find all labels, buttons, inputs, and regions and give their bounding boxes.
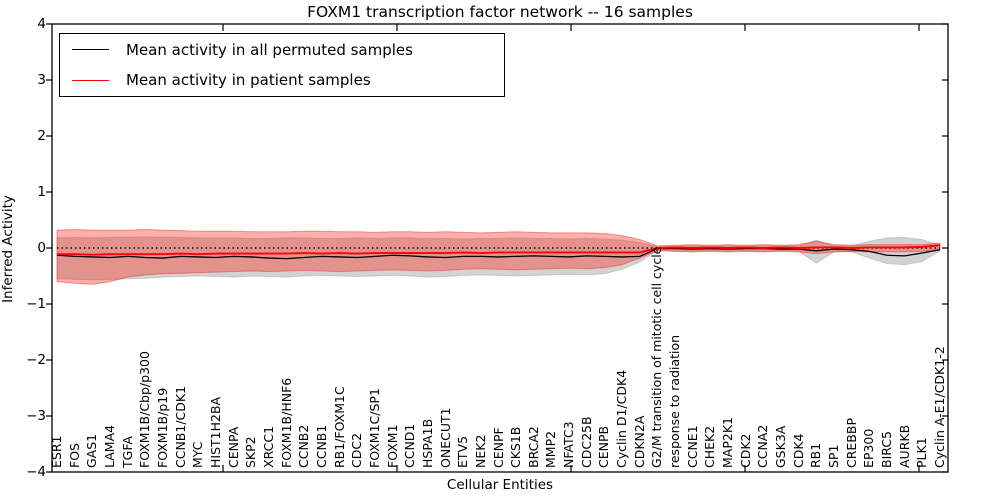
x-category-label: TGFA xyxy=(119,436,135,468)
x-category-label: CCNB1/CDK1 xyxy=(172,385,188,468)
x-category-label: CENPF xyxy=(490,427,506,468)
y-tick-label: −4 xyxy=(26,464,46,480)
x-category-label: MYC xyxy=(190,441,206,468)
x-category-label: CDK4 xyxy=(790,433,806,468)
x-category-label: CENPA xyxy=(225,426,241,468)
x-category-label: CHEK2 xyxy=(702,425,718,468)
x-category-label: FOS xyxy=(66,443,82,468)
x-category-label: ONECUT1 xyxy=(437,407,453,468)
x-category-label: FOXM1C/SP1 xyxy=(366,388,382,468)
x-category-label: BRCA2 xyxy=(525,426,541,468)
x-category-label: HIST1H2BA xyxy=(207,396,223,468)
x-category-label: CDC25B xyxy=(578,416,594,468)
legend-item-patient: Mean activity in patient samples xyxy=(60,66,504,95)
x-category-label: EP300 xyxy=(861,428,877,468)
x-category-label: CCNA2 xyxy=(755,424,771,468)
y-tick-label: 0 xyxy=(37,240,46,256)
legend-label-permuted: Mean activity in all permuted samples xyxy=(126,40,413,59)
x-category-label: NFATC3 xyxy=(561,421,577,468)
chart-title: FOXM1 transcription factor network -- 16… xyxy=(307,3,693,21)
x-category-label: CDC2 xyxy=(349,432,365,468)
legend-line-red xyxy=(72,79,109,81)
x-category-label: XRCC1 xyxy=(260,425,276,468)
x-category-label: CENPB xyxy=(596,425,612,468)
x-category-label: Cyclin A-E1/CDK1-2 xyxy=(932,346,947,468)
x-category-label: CCNB1 xyxy=(313,424,329,468)
x-category-label: PLK1 xyxy=(914,437,930,468)
x-category-label: NEK2 xyxy=(472,434,488,468)
x-category-label: RB1/FOXM1C xyxy=(331,386,347,468)
y-tick-label: −1 xyxy=(26,296,46,312)
x-category-label: FOXM1B/Cbp/p300 xyxy=(137,351,153,468)
x-category-label: SP1 xyxy=(826,444,842,468)
x-category-label: response to radiation xyxy=(667,334,683,468)
x-category-label: SKP2 xyxy=(243,436,259,468)
x-category-label: AURKB xyxy=(896,424,912,468)
x-category-label: CCND1 xyxy=(402,423,418,468)
permuted-mean-line xyxy=(56,247,941,260)
x-category-label: CCNB2 xyxy=(296,424,312,468)
legend: Mean activity in all permuted samples Me… xyxy=(59,33,505,97)
y-tick-label: 4 xyxy=(37,16,46,32)
x-category-label: CCNE1 xyxy=(684,425,700,468)
legend-line-black xyxy=(72,49,109,51)
x-category-label: HSPA1B xyxy=(419,418,435,468)
x-category-label: GAS1 xyxy=(84,433,100,468)
x-category-label: BIRC5 xyxy=(879,430,895,468)
x-category-label: GSK3A xyxy=(773,425,789,468)
x-category-label: MMP2 xyxy=(543,430,559,468)
x-category-label: CDKN2A xyxy=(631,415,647,468)
legend-label-patient: Mean activity in patient samples xyxy=(126,71,371,90)
x-axis-label: Cellular Entities xyxy=(446,477,554,493)
x-category-label: FOXM1B/HNF6 xyxy=(278,377,294,468)
x-category-label: CKS1B xyxy=(508,426,524,468)
x-category-label: CDK2 xyxy=(737,433,753,468)
x-category-label: Cyclin D1/CDK4 xyxy=(614,369,630,468)
y-tick-label: 1 xyxy=(37,184,46,200)
x-category-label: RB1 xyxy=(808,442,824,468)
x-category-label: CREBBP xyxy=(843,418,859,468)
y-axis-label: Inferred Activity xyxy=(0,195,16,303)
x-category-label: G2/M transition of mitotic cell cycle xyxy=(649,246,665,468)
x-category-label: ETV5 xyxy=(455,435,471,468)
patient-mean-line xyxy=(57,244,941,256)
y-tick-label: 2 xyxy=(37,128,46,144)
y-tick-label: −2 xyxy=(26,352,46,368)
y-tick-label: 3 xyxy=(37,72,46,88)
legend-item-permuted: Mean activity in all permuted samples xyxy=(60,35,504,64)
x-category-label: MAP2K1 xyxy=(720,417,736,468)
x-category-label: ESR1 xyxy=(49,435,64,468)
x-category-label: FOXM1 xyxy=(384,424,400,468)
y-tick-label: −3 xyxy=(26,408,46,424)
x-category-label: LAMA4 xyxy=(101,424,117,468)
x-category-label: FOXM1B/p19 xyxy=(154,387,170,468)
